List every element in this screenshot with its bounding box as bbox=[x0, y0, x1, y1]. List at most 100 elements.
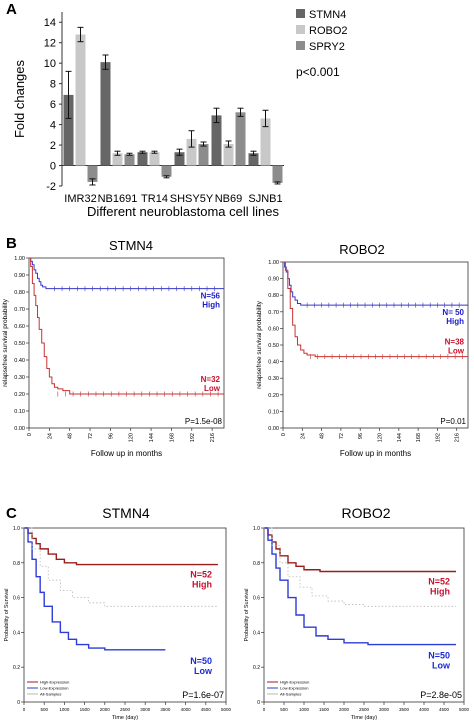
x-tick-label: 4500 bbox=[439, 707, 450, 712]
x-axis-label: Time (day) bbox=[351, 715, 377, 721]
survival-curve-low bbox=[24, 527, 166, 651]
x-tick-label: 120 bbox=[129, 433, 135, 442]
y-tick-label: 4 bbox=[50, 120, 56, 132]
group-n-label: N=52 bbox=[428, 577, 450, 587]
legend-swatch bbox=[296, 9, 305, 18]
x-tick-label: 2500 bbox=[120, 707, 131, 712]
legend-entry: High-Expression bbox=[40, 680, 69, 685]
y-tick-label: 0.90 bbox=[268, 277, 279, 283]
bar bbox=[161, 165, 172, 177]
legend-entry: All-Samples bbox=[40, 692, 61, 697]
p-value-annotation: P=0.01 bbox=[440, 417, 466, 426]
bar bbox=[248, 153, 259, 166]
y-tick-label: 0.80 bbox=[14, 290, 25, 296]
x-tick-label: 3000 bbox=[379, 707, 390, 712]
y-tick-label: 0.8 bbox=[253, 561, 260, 567]
x-tick-label: 5000 bbox=[459, 707, 470, 712]
x-tick-label: 144 bbox=[149, 433, 155, 442]
y-axis-label: relapsefree survival probability bbox=[256, 300, 263, 389]
survival-curve-high bbox=[283, 261, 468, 306]
x-tick-label: 2500 bbox=[359, 707, 370, 712]
legend-swatch bbox=[296, 41, 305, 50]
y-tick-label: 0.30 bbox=[14, 375, 25, 381]
y-tick-label: 1.00 bbox=[14, 256, 25, 262]
y-tick-label: 0.40 bbox=[14, 358, 25, 364]
legend-entry: High-Expression bbox=[280, 680, 309, 685]
y-tick-label: 0.4 bbox=[13, 630, 20, 636]
survival-curve-low bbox=[283, 261, 468, 358]
y-tick-label: 0.20 bbox=[268, 393, 279, 399]
y-tick-label: 1.0 bbox=[13, 526, 20, 532]
group-level-label: High bbox=[446, 317, 464, 326]
km-title: STMN4 bbox=[109, 238, 153, 253]
survival-curve-high bbox=[24, 527, 218, 566]
x-tick-label: 120 bbox=[378, 433, 384, 442]
x-tick-label: SHSY5Y bbox=[170, 193, 214, 205]
legend-swatch bbox=[296, 25, 305, 34]
y-axis-label: Probability of Survival bbox=[244, 589, 250, 642]
x-tick-label: IMR32 bbox=[64, 193, 96, 205]
y-axis-label: Probability of Survival bbox=[4, 589, 10, 642]
x-tick-label: 4000 bbox=[181, 707, 192, 712]
x-tick-label: 192 bbox=[435, 433, 441, 442]
x-tick-label: 48 bbox=[320, 433, 326, 439]
x-tick-label: 96 bbox=[108, 433, 114, 439]
legend-entry: ROBO2 bbox=[309, 25, 348, 37]
p-value-annotation: p<0.001 bbox=[296, 65, 340, 79]
x-axis-label: Follow up in months bbox=[340, 449, 411, 458]
x-tick-label: 72 bbox=[339, 433, 345, 439]
y-tick-label: 0 bbox=[50, 161, 56, 173]
bar bbox=[63, 94, 74, 166]
group-n-label: N=50 bbox=[190, 656, 212, 666]
survival-curve-high bbox=[29, 257, 224, 290]
y-tick-label: 10 bbox=[44, 58, 56, 70]
x-tick-label: 1000 bbox=[59, 707, 70, 712]
x-tick-label: 216 bbox=[210, 433, 216, 442]
x-tick-label: 3000 bbox=[140, 707, 151, 712]
y-tick-label: 0.6 bbox=[253, 596, 260, 602]
y-tick-label: 0.40 bbox=[268, 360, 279, 366]
x-tick-label: 216 bbox=[455, 433, 461, 442]
x-tick-label: 144 bbox=[397, 433, 403, 442]
x-tick-label: 24 bbox=[47, 433, 53, 439]
y-tick-label: 0.00 bbox=[268, 426, 279, 432]
bar bbox=[112, 153, 123, 166]
y-tick-label: 0.70 bbox=[14, 307, 25, 313]
y-tick-label: 6 bbox=[50, 99, 56, 111]
bar bbox=[186, 138, 197, 166]
y-tick-label: 0.00 bbox=[14, 426, 25, 432]
y-tick-label: 0.8 bbox=[13, 561, 20, 567]
bar bbox=[235, 112, 246, 166]
panel-label-a: A bbox=[6, 1, 17, 18]
group-level-label: High bbox=[202, 301, 220, 310]
bar bbox=[149, 152, 160, 166]
bar bbox=[211, 115, 222, 166]
y-tick-label: 0 bbox=[17, 700, 20, 706]
legend-entry: SPRY2 bbox=[309, 41, 345, 53]
group-level-label: Low bbox=[432, 661, 451, 671]
x-tick-label: 168 bbox=[416, 433, 422, 442]
group-n-label: N=32 bbox=[201, 375, 221, 384]
x-tick-label: 48 bbox=[68, 433, 74, 439]
x-tick-label: 5000 bbox=[221, 707, 232, 712]
y-tick-label: 0.70 bbox=[268, 310, 279, 316]
x-tick-label: TR14 bbox=[141, 193, 168, 205]
p-value-annotation: P=1.6e-07 bbox=[182, 690, 224, 700]
y-tick-label: 0.2 bbox=[13, 665, 20, 671]
x-tick-label: 1500 bbox=[80, 707, 91, 712]
km-title: ROBO2 bbox=[341, 505, 390, 521]
bar bbox=[75, 34, 86, 166]
survival-curve-high bbox=[264, 527, 456, 573]
x-tick-label: 0 bbox=[27, 433, 33, 436]
y-tick-label: 0.90 bbox=[14, 273, 25, 279]
x-tick-label: 500 bbox=[280, 707, 288, 712]
y-tick-label: 2 bbox=[50, 140, 56, 152]
x-tick-label: 0 bbox=[281, 433, 287, 436]
x-tick-label: 192 bbox=[190, 433, 196, 442]
y-tick-label: 1.00 bbox=[268, 260, 279, 266]
y-tick-label: -2 bbox=[46, 181, 56, 193]
x-tick-label: 4000 bbox=[419, 707, 430, 712]
y-axis-label: relapsefree survival probability bbox=[2, 298, 9, 387]
x-tick-label: 3500 bbox=[399, 707, 410, 712]
